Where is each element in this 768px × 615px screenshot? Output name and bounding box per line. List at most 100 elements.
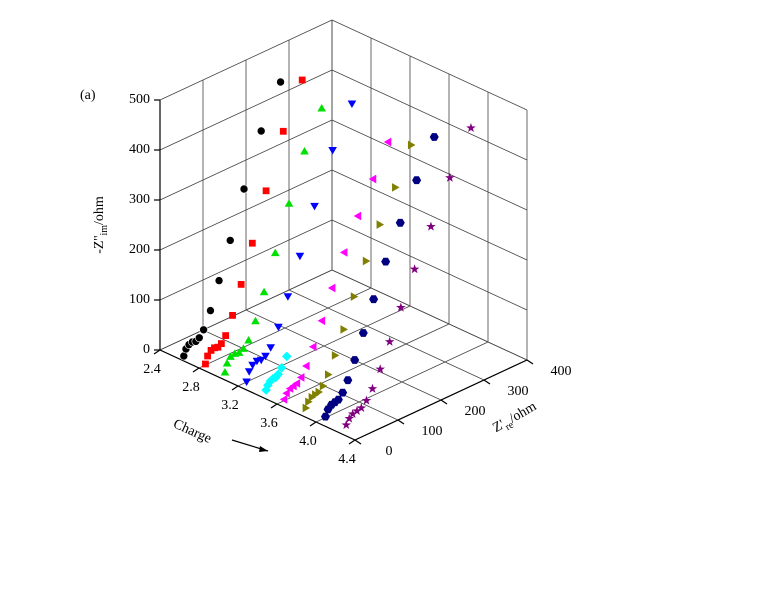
grid-line [331, 169, 528, 261]
x-tick-label: 400 [551, 364, 572, 379]
data-point [343, 376, 353, 385]
data-point [375, 364, 385, 374]
data-point [317, 316, 326, 326]
data-point [356, 403, 367, 413]
grid-line [331, 69, 528, 161]
data-point [324, 370, 333, 379]
x-tick-label: 300 [508, 384, 529, 399]
grid-line [237, 305, 411, 387]
data-point [282, 388, 290, 398]
y-tick-label: 300 [129, 192, 150, 207]
z-tick [192, 367, 200, 373]
data-point [217, 340, 225, 347]
data-point [266, 344, 276, 352]
data-point [239, 344, 248, 352]
data-point [276, 77, 285, 87]
data-point [256, 356, 266, 365]
data-point [262, 187, 270, 195]
z-tick [153, 349, 161, 355]
y-tick-label: 0 [143, 342, 150, 357]
data-point [194, 333, 204, 343]
data-point [206, 306, 215, 315]
data-point [242, 378, 251, 386]
data-point [347, 409, 358, 419]
data-point [279, 395, 288, 404]
z-tick-label: 4.0 [299, 434, 317, 449]
data-point [429, 133, 439, 141]
data-point [310, 202, 319, 211]
data-point [204, 352, 211, 360]
data-point [270, 248, 280, 257]
data-point [202, 360, 209, 368]
x-tick [526, 359, 534, 365]
grid-line [331, 219, 528, 311]
data-point [274, 323, 283, 332]
y-label-sub: im [99, 225, 110, 236]
grid-line [276, 323, 450, 405]
z-tick [231, 385, 239, 391]
data-point [407, 140, 416, 150]
x-tick [354, 439, 362, 445]
z-tick-label: 4.4 [338, 452, 356, 467]
data-point [292, 379, 301, 388]
data-point [392, 183, 400, 192]
y-tick-label: 100 [129, 292, 150, 307]
data-point [367, 383, 378, 393]
grid-line [315, 341, 489, 423]
data-point [295, 252, 305, 261]
data-point [339, 248, 348, 257]
data-point [296, 373, 305, 382]
y-tick-label: 200 [129, 242, 150, 257]
data-point [305, 397, 313, 407]
grid-line [202, 329, 399, 421]
data-point [384, 336, 395, 346]
data-point [263, 380, 273, 390]
data-point [284, 199, 294, 207]
plot-area: 0 100 200 300 400 500 2.4 2.8 3.2 3.6 4.0 4.4 0 100 20… [129, 19, 572, 467]
data-point [300, 147, 309, 155]
data-point [376, 220, 385, 229]
data-point [259, 287, 269, 296]
y-tick-label: 500 [129, 92, 150, 107]
data-point [352, 406, 362, 416]
data-point [248, 361, 257, 370]
y-tick-label: 400 [129, 142, 150, 157]
data-point [237, 281, 245, 288]
data-point [331, 351, 340, 360]
data-point [347, 100, 357, 108]
data-point [308, 342, 317, 352]
z-tick [309, 421, 317, 427]
z-tick-label: 3.6 [260, 416, 278, 431]
x-tick [440, 399, 448, 405]
data-point [261, 352, 270, 361]
data-point [226, 352, 235, 360]
data-point [340, 325, 348, 334]
data-point [319, 381, 328, 391]
data-point [276, 363, 287, 373]
grid-line [331, 19, 528, 111]
data-point [222, 332, 230, 339]
z-axis [159, 349, 356, 441]
data-point [220, 368, 230, 376]
data-point [279, 127, 287, 135]
data-point [369, 295, 379, 304]
x-tick-label: 200 [465, 404, 486, 419]
data-point [256, 126, 266, 136]
grid-line [331, 269, 528, 361]
grid-line [198, 287, 372, 369]
data-point [320, 412, 330, 421]
data-point [395, 218, 405, 227]
z-tick [270, 403, 278, 409]
grid-line [331, 119, 528, 211]
data-point [445, 172, 455, 182]
panel-label: (a) [80, 88, 96, 103]
data-point [214, 276, 224, 285]
data-point [273, 369, 283, 380]
x-tick-label: 0 [386, 444, 393, 459]
data-point [350, 356, 360, 364]
data-point [302, 403, 311, 413]
data-point [344, 413, 355, 423]
data-point [341, 420, 352, 430]
data-point [244, 336, 253, 344]
